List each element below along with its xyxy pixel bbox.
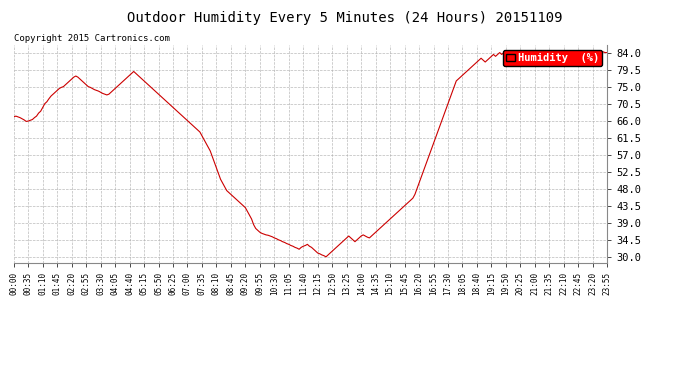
Text: Outdoor Humidity Every 5 Minutes (24 Hours) 20151109: Outdoor Humidity Every 5 Minutes (24 Hou… (127, 11, 563, 25)
Legend: Humidity  (%): Humidity (%) (502, 50, 602, 66)
Text: Copyright 2015 Cartronics.com: Copyright 2015 Cartronics.com (14, 34, 170, 43)
